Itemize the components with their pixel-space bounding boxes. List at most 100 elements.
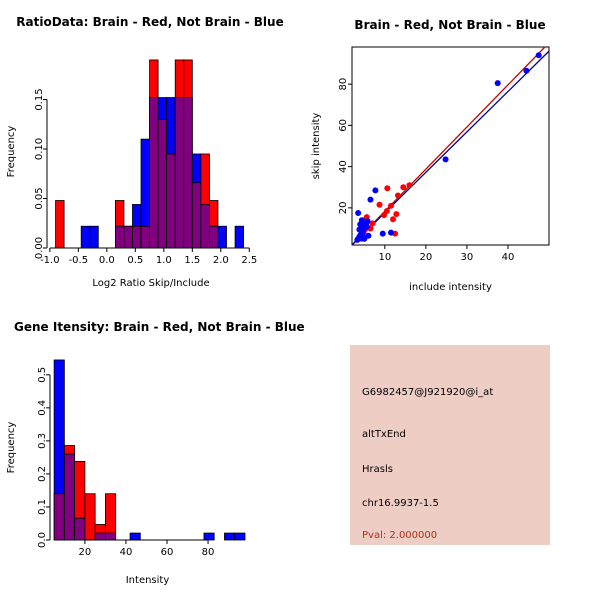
scatter-point	[372, 187, 379, 194]
ratio-hist-title: RatioData: Brain - Red, Not Brain - Blue	[16, 15, 284, 29]
scatter-point	[356, 226, 363, 233]
scatter-point	[387, 229, 394, 236]
ratio-hist-bar-overlap	[183, 97, 193, 249]
scatter-point	[367, 196, 374, 203]
ratio-hist-y-tick-label: 0.10	[34, 138, 45, 160]
ratio-hist-x-tick-label: -0.5	[69, 255, 89, 266]
scatter-point	[358, 217, 365, 224]
scatter-title: Brain - Red, Not Brain - Blue	[354, 18, 546, 32]
scatter-point	[376, 201, 383, 208]
gene-hist-bar	[224, 532, 236, 541]
ratio-hist-bar-overlap	[140, 225, 150, 249]
scatter-point	[394, 192, 401, 199]
scatter-point	[355, 210, 362, 217]
event-type-label: altTxEnd	[362, 429, 406, 440]
gene-hist-bar-overlap	[94, 532, 106, 541]
gene-hist-x-tick-label: 20	[79, 547, 92, 558]
ratio-hist-bar-overlap	[132, 225, 142, 249]
ratio-hist-bar	[217, 225, 227, 249]
ratio-hist-x-tick-label: -1.0	[40, 255, 60, 266]
scatter-ylabel: skip intensity	[311, 113, 322, 180]
gene-hist-x-tick-label: 60	[161, 547, 174, 558]
gene-symbol-label: Hrasls	[362, 464, 393, 475]
gene-hist-bar-overlap	[53, 493, 65, 541]
ratio-hist-xlabel: Log2 Ratio Skip/Include	[92, 278, 209, 289]
ratio-hist-bar	[80, 225, 91, 249]
scatter-point	[363, 223, 370, 230]
scatter-x-tick-label: 20	[420, 252, 433, 263]
ratio-hist-bar-overlap	[166, 153, 176, 249]
gene-hist-bar-overlap	[105, 532, 117, 541]
scatter-point	[393, 211, 400, 218]
scatter-point	[384, 185, 391, 192]
gene-info-panel: G6982457@J921920@i_at altTxEnd Hrasls ch…	[350, 345, 550, 545]
ratio-hist-bar-overlap	[174, 97, 185, 249]
scatter-point	[383, 207, 390, 214]
scatter-point	[523, 67, 530, 74]
ratio-hist-x-tick-label: 0.5	[127, 255, 143, 266]
ratio-hist-ylabel: Frequency	[6, 126, 17, 178]
gene-hist-y-tick-label: 0.3	[37, 433, 48, 449]
gene-hist-bar	[84, 493, 96, 541]
scatter-point	[390, 216, 397, 223]
scatter-point	[387, 202, 394, 209]
panel-gene-intensity-histogram: Gene Itensity: Brain - Red, Not Brain - …	[0, 300, 330, 600]
scatter-xlabel: include intensity	[409, 282, 492, 293]
gene-hist-x-tick-label: 80	[202, 547, 215, 558]
ratio-hist-plot: -1.0 -0.5 0.0 0.5 1.0 1.5 2.0 2.5 0.00 0.05 0.10 0.…	[6, 59, 257, 289]
gene-hist-title: Gene Itensity: Brain - Red, Not Brain - …	[14, 320, 305, 334]
panel-ratio-histogram: RatioData: Brain - Red, Not Brain - Blue…	[0, 0, 300, 300]
gene-hist-y-tick-label: 0.2	[37, 466, 48, 482]
panel-intensity-scatter: Brain - Red, Not Brain - Blue 10 20 30 40 20…	[300, 0, 600, 300]
scatter-frame-box	[351, 46, 550, 246]
ratio-hist-bar	[55, 200, 65, 249]
scatter-y-tick-label: 20	[338, 202, 349, 215]
ratio-hist-y-tick-label: 0.15	[34, 88, 45, 110]
gene-hist-bar	[234, 532, 246, 541]
gene-hist-y-tick-label: 0.0	[37, 532, 48, 548]
gene-hist-x-tick-label: 40	[120, 547, 133, 558]
scatter-point	[361, 235, 368, 242]
scatter-fit-line	[351, 46, 546, 246]
gene-hist-bar-overlap	[74, 517, 86, 541]
ratio-hist-x-tick-label: 1.5	[184, 255, 200, 266]
ratio-hist-bar-overlap	[157, 118, 168, 249]
ratio-hist-x-tick-label: 2.5	[241, 255, 257, 266]
scatter-plot: 10 20 30 40 20 40 60 80 include intensity skip in…	[311, 46, 550, 293]
ratio-hist-bar-overlap	[191, 182, 202, 249]
ratio-hist-bar-overlap	[149, 97, 159, 249]
scatter-point	[442, 156, 449, 163]
scatter-point	[364, 218, 371, 225]
gene-hist-plot: 20 40 60 80 0.0 0.1 0.2 0.3 0.4 0.5 Intensity Frequ…	[6, 359, 246, 586]
scatter-point	[400, 184, 407, 191]
ratio-hist-bar	[89, 225, 99, 249]
scatter-y-tick-label: 60	[338, 119, 349, 132]
scatter-point	[406, 182, 413, 189]
ratio-hist-bar-overlap	[114, 225, 125, 249]
gene-hist-y-tick-label: 0.4	[37, 400, 48, 416]
ratio-hist-y-tick-label: 0.05	[34, 187, 45, 209]
scatter-x-tick-label: 40	[502, 252, 515, 263]
scatter-y-tick-label: 80	[338, 78, 349, 91]
gene-hist-ylabel: Frequency	[6, 422, 17, 474]
scatter-point	[369, 220, 376, 227]
ratio-hist-bar-overlap	[209, 225, 219, 249]
ratio-hist-x-tick-label: 2.0	[213, 255, 229, 266]
ratio-hist-x-tick-label: 1.0	[156, 255, 172, 266]
ratio-hist-bar	[234, 225, 245, 249]
gene-hist-bar	[203, 532, 215, 541]
gene-hist-y-tick-label: 0.5	[37, 367, 48, 383]
scatter-x-tick-label: 30	[461, 252, 474, 263]
scatter-point	[379, 230, 386, 237]
gene-hist-y-tick-label: 0.1	[37, 499, 48, 515]
ratio-hist-bar-overlap	[123, 225, 133, 249]
ratio-hist-x-tick-label: 0.0	[99, 255, 115, 266]
locus-label: chr16.9937-1.5	[362, 498, 439, 509]
gene-hist-bar-overlap	[63, 453, 76, 541]
probe-id-label: G6982457@J921920@i_at	[362, 387, 494, 398]
scatter-point	[494, 80, 501, 87]
gene-hist-bar	[129, 532, 141, 541]
scatter-point	[365, 232, 372, 239]
scatter-y-tick-label: 40	[338, 160, 349, 173]
gene-hist-xlabel: Intensity	[126, 575, 170, 586]
